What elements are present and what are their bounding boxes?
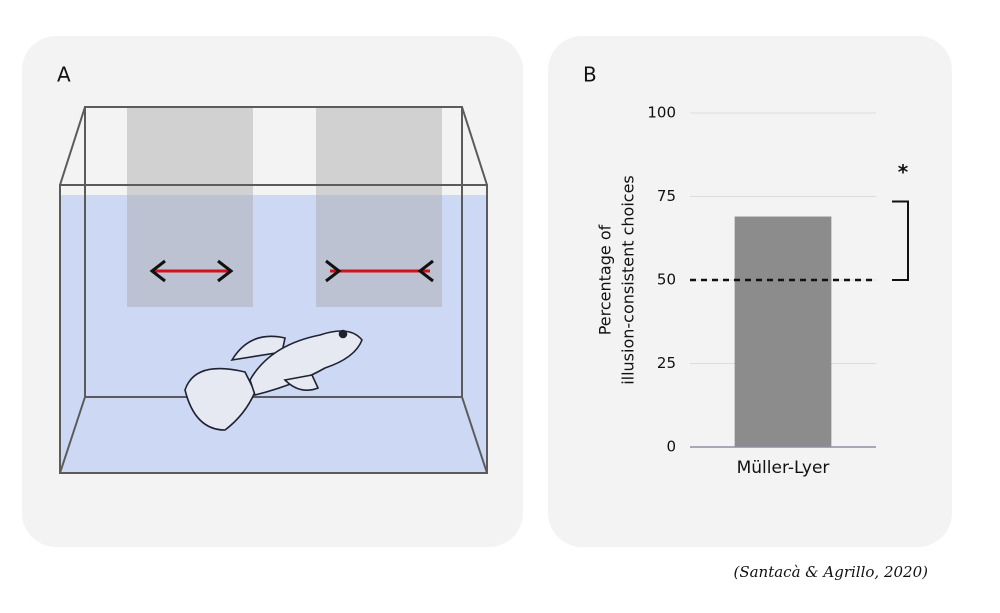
citation: (Santacà & Agrillo, 2020) (733, 563, 928, 581)
y-tick-label: 75 (657, 187, 676, 205)
tank (59, 106, 488, 474)
bar (734, 216, 832, 447)
stimulus-panel (127, 107, 253, 307)
y-axis-label: illusion-consistent choices (619, 175, 638, 385)
water (60, 195, 487, 473)
significance-marker: * (898, 160, 909, 184)
water-side (60, 195, 85, 270)
stimulus-panel (316, 107, 442, 307)
y-axis-label: Percentage of (596, 224, 615, 335)
x-tick-label: Müller-Lyer (737, 458, 830, 478)
fish (184, 329, 363, 431)
panel-label: A (57, 63, 71, 87)
tank-frame (59, 106, 488, 474)
y-tick-label: 25 (657, 354, 676, 372)
y-tick-label: 50 (657, 271, 676, 289)
y-tick-label: 100 (647, 104, 676, 122)
muller-lyer-stimuli (149, 259, 434, 283)
y-tick-label: 0 (666, 438, 676, 456)
significance-bracket (892, 200, 909, 281)
panel-label: B (583, 63, 597, 87)
